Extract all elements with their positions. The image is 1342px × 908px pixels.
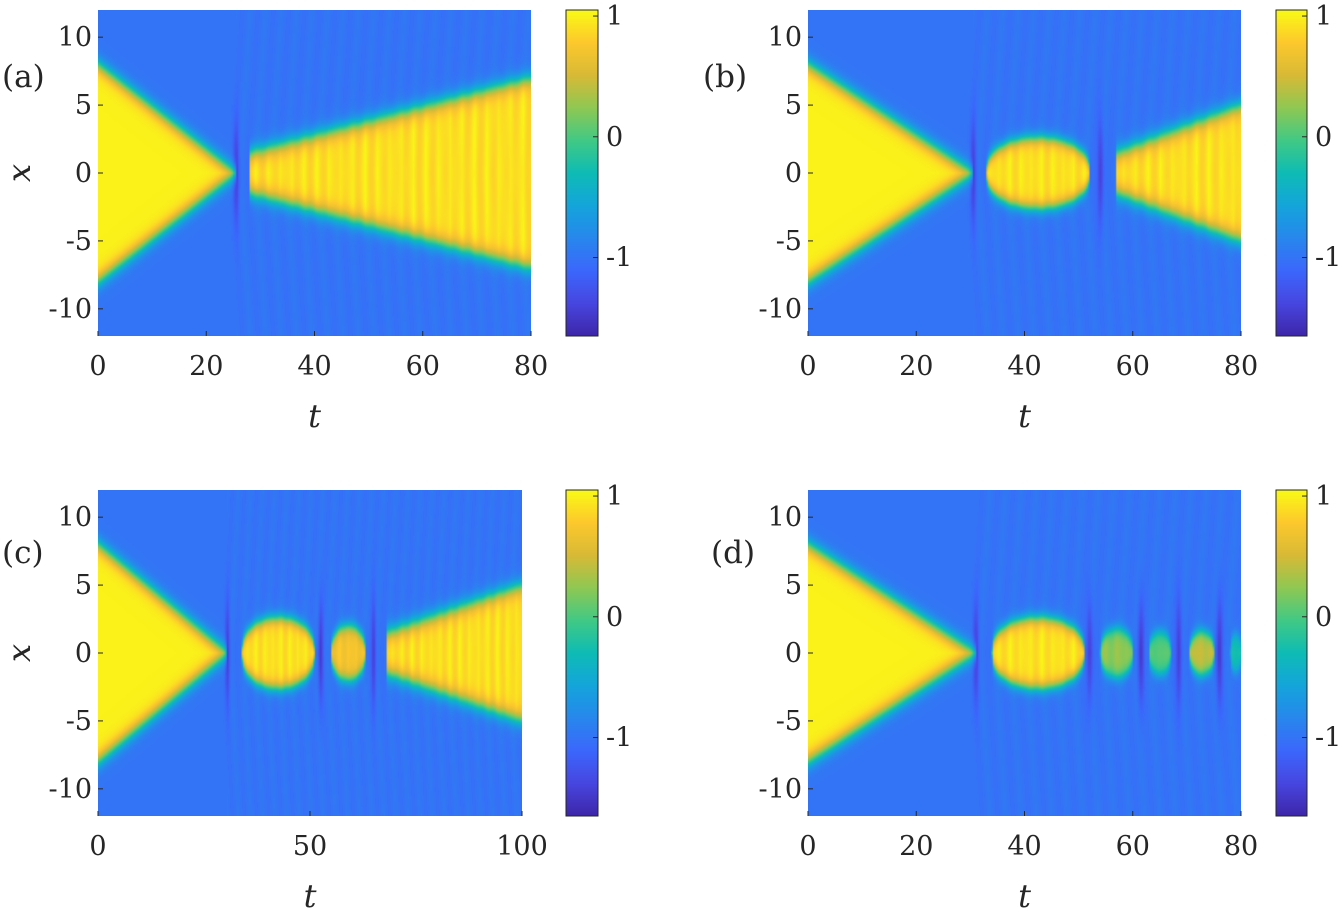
y-axis-label: x: [0, 644, 38, 662]
x-tick-label: 100: [496, 831, 548, 862]
y-tick-label: -5: [776, 706, 802, 737]
y-tick-label: 10: [768, 22, 802, 53]
x-tick-label: 20: [899, 831, 933, 862]
y-tick-label: -5: [66, 226, 92, 257]
y-tick-label: 0: [75, 158, 92, 189]
x-axis-label: t: [308, 397, 321, 435]
panel-label: (b): [703, 59, 747, 95]
colorbar-tick-label: 0: [606, 602, 623, 633]
y-tick-label: 5: [785, 570, 802, 601]
y-tick-label: 0: [785, 158, 802, 189]
y-axis-label: x: [0, 164, 38, 182]
x-tick-label: 50: [293, 831, 327, 862]
heatmap-image: [808, 490, 1241, 816]
x-tick-label: 40: [1007, 351, 1041, 382]
x-tick-label: 0: [89, 351, 106, 382]
x-axis-label: t: [304, 877, 317, 908]
colorbar-frame: [1275, 489, 1308, 817]
colorbar-tick-label: -1: [606, 723, 632, 754]
colorbar-tick-label: -1: [1315, 243, 1341, 274]
y-tick-label: 10: [768, 502, 802, 533]
x-tick-label: 20: [899, 351, 933, 382]
y-tick-label: 10: [58, 22, 92, 53]
panel-label: (d): [711, 535, 755, 571]
y-tick-label: 10: [58, 502, 92, 533]
y-tick-label: 0: [75, 638, 92, 669]
panel-label: (c): [2, 535, 44, 571]
x-tick-label: 0: [799, 351, 816, 382]
x-tick-label: 60: [1116, 831, 1150, 862]
y-axis-label: x: [0, 164, 38, 182]
colorbar-tick-label: 1: [606, 1, 623, 32]
heatmap-image: [98, 490, 522, 816]
colorbar: [566, 490, 598, 816]
y-tick-label: -10: [49, 294, 92, 325]
colorbar-frame: [565, 489, 599, 817]
x-tick-label: 20: [189, 351, 223, 382]
y-axis-label: x: [0, 644, 38, 662]
y-tick-label: -10: [49, 774, 92, 805]
y-tick-label: 5: [75, 570, 92, 601]
colorbar-frame: [565, 9, 599, 337]
colorbar: [1276, 490, 1307, 816]
x-tick-label: 60: [1116, 351, 1150, 382]
x-tick-label: 80: [1224, 831, 1258, 862]
x-axis-label: t: [1018, 877, 1031, 908]
x-tick-label: 0: [89, 831, 106, 862]
heatmap-image: [808, 10, 1241, 336]
y-tick-label: -10: [759, 294, 802, 325]
x-tick-label: 80: [1224, 351, 1258, 382]
y-tick-label: 0: [785, 638, 802, 669]
colorbar-tick-label: 1: [1315, 481, 1332, 512]
colorbar-tick-label: 1: [606, 481, 623, 512]
colorbar-tick-label: 1: [1315, 1, 1332, 32]
heatmap-image: [98, 10, 531, 336]
y-tick-label: 5: [785, 90, 802, 121]
x-axis-label: t: [1018, 397, 1031, 435]
colorbar-tick-label: -1: [1315, 723, 1341, 754]
x-tick-label: 80: [514, 351, 548, 382]
colorbar-tick-label: 0: [1315, 122, 1332, 153]
y-tick-label: -5: [66, 706, 92, 737]
x-tick-label: 40: [297, 351, 331, 382]
panel-label: (a): [2, 59, 45, 95]
x-tick-label: 60: [406, 351, 440, 382]
colorbar-tick-label: -1: [606, 243, 632, 274]
y-tick-label: 5: [75, 90, 92, 121]
colorbar-frame: [1275, 9, 1308, 337]
colorbar-tick-label: 0: [606, 122, 623, 153]
colorbar-tick-label: 0: [1315, 602, 1332, 633]
x-tick-label: 40: [1007, 831, 1041, 862]
x-tick-label: 0: [799, 831, 816, 862]
y-tick-label: -10: [759, 774, 802, 805]
colorbar: [566, 10, 598, 336]
colorbar: [1276, 10, 1307, 336]
y-tick-label: -5: [776, 226, 802, 257]
